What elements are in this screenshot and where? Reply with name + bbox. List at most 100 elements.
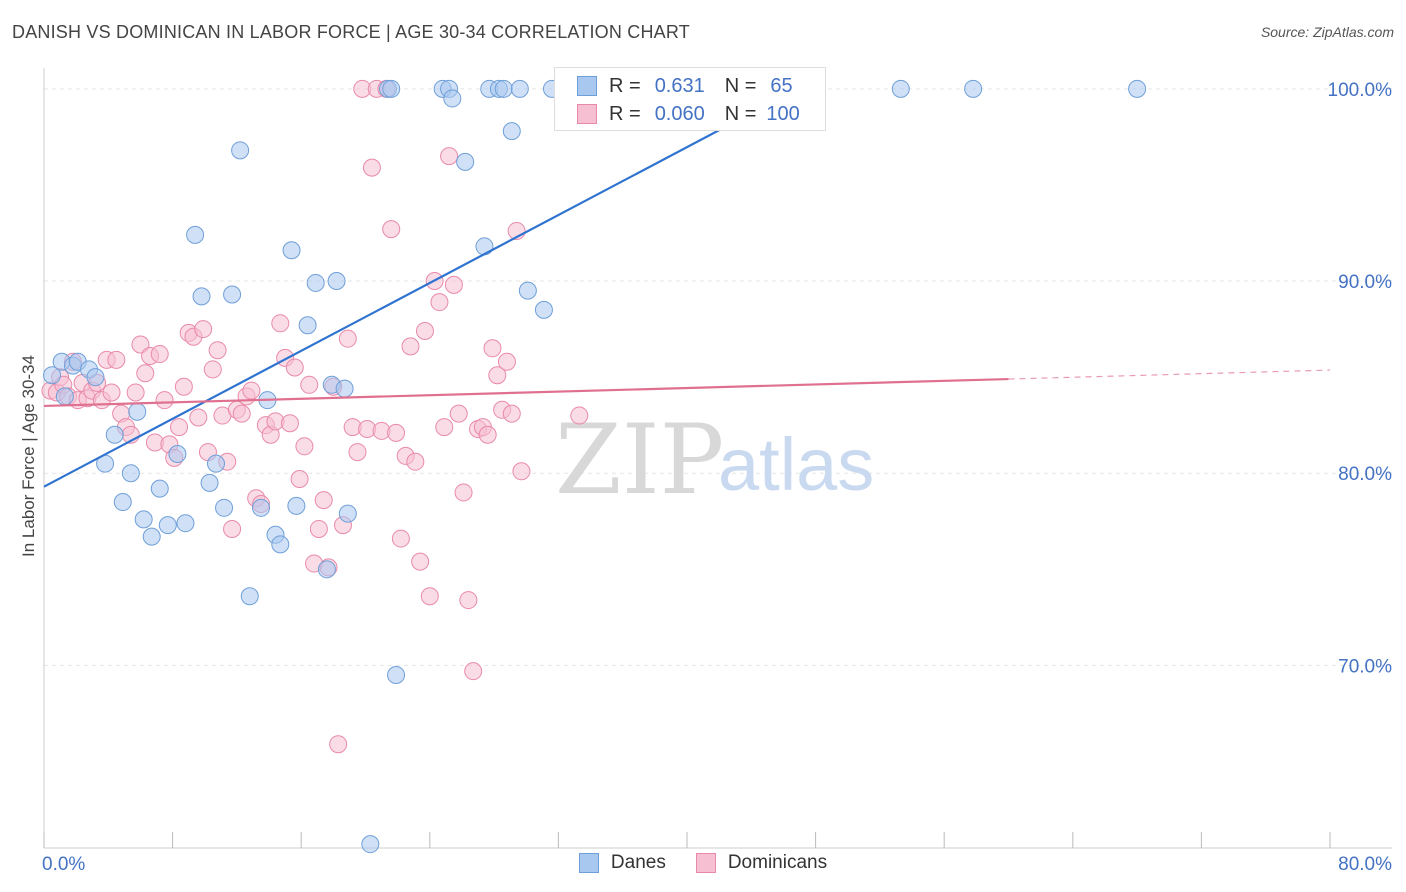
danes-point [387,666,406,685]
dominicans-point [280,414,299,433]
dominicans-legend-swatch [695,853,716,873]
danes-point [361,835,380,854]
dominicans-swatch [577,104,597,124]
dominicans-point [478,425,497,444]
dominicans-point [512,462,531,481]
dominicans-point [391,529,410,548]
dominicans-point [189,408,208,427]
dominicans-point [203,360,222,379]
dominicans-point [497,352,516,371]
danes-point [271,535,290,554]
danes-point [327,272,346,291]
danes-point [231,141,250,160]
y-tick-label: 70.0% [1338,656,1392,677]
danes-legend-label: Danes [610,852,666,873]
danes-point [964,79,983,98]
legend-row-dominicans: R = 0.060 N = 100 [577,100,800,128]
danes-point [287,496,306,515]
danes-point [891,79,910,98]
dominicans-point [223,519,242,538]
dominicans-point [309,519,328,538]
danes-point [128,402,147,421]
axes [43,68,1392,849]
dominicans-point [107,350,126,369]
dominicans-point [338,329,357,348]
danes-point [282,241,301,260]
dominicans-r-value: 0.060 [654,102,705,125]
grid-lines [44,88,1392,666]
source-credit: Source: ZipAtlas.com [1260,24,1394,40]
y-axis-label: In Labor Force | Age 30-34 [19,355,38,557]
correlation-legend: R = 0.631 N = 65 R = 0.060 N = 100 [554,67,826,131]
dominicans-point [348,443,367,462]
dominicans-point [150,345,169,364]
x-tick-label: 80.0% [1338,854,1392,875]
dominicans-point [570,406,589,425]
dominicans-point [290,469,309,488]
danes-point [150,479,169,498]
danes-point [317,560,336,579]
danes-point [1128,79,1147,98]
dominicans-point [232,404,251,423]
dominicans-point [314,491,333,510]
danes-point [55,387,74,406]
dominicans-point [444,275,463,294]
x-tick-label: 0.0% [42,854,85,875]
danes-trendline [43,78,817,488]
danes-point [534,300,553,319]
dominicans-point [406,452,425,471]
dominicans-point [295,437,314,456]
legend-item-danes[interactable]: Danes [578,852,666,874]
danes-point [456,152,475,171]
danes-point [113,493,132,512]
dominicans-trendline-extension [1008,369,1331,380]
dominicans-point [454,483,473,502]
dominicans-point [155,391,174,410]
danes-point [168,445,187,463]
dominicans-point [285,358,304,377]
danes-legend-swatch [578,853,599,873]
watermark: ZIP atlas [555,404,874,516]
y-tick-label: 90.0% [1338,272,1392,293]
danes-point [475,237,494,256]
danes-point [223,285,242,304]
dominicans-point [435,418,454,437]
dominicans-point [430,293,449,312]
dominicans-point [136,364,155,383]
danes-r-label: R = [609,74,641,97]
danes-point [306,273,325,292]
dominicans-point [502,404,521,423]
dominicans-point [382,220,401,239]
dominicans-point [420,587,439,606]
dominicans-point [242,381,261,400]
danes-point [494,79,513,98]
danes-point [43,366,62,385]
danes-point [298,316,317,335]
dominicans-point [411,552,430,571]
danes-point [142,527,161,546]
dominicans-point [464,662,483,681]
dominicans-point [208,341,227,360]
danes-point [186,225,205,244]
danes-point [176,514,195,533]
danes-n-label: N = [724,74,757,97]
danes-point [518,281,537,300]
danes-point [134,510,153,529]
dominicans-r-label: R = [609,102,641,125]
danes-r-value: 0.631 [654,74,705,97]
y-tick-label: 100.0% [1328,80,1393,101]
danes-point [502,122,521,141]
danes-swatch [577,76,597,96]
dominicans-point [459,591,478,610]
y-tick-label: 80.0% [1338,464,1392,485]
dominicans-point [170,418,189,437]
danes-points [43,79,1147,854]
legend-item-dominicans[interactable]: Dominicans [695,852,827,874]
dominicans-point [102,383,121,402]
dominicans-point [300,375,319,394]
dominicans-point [126,383,145,402]
danes-point [158,516,177,535]
dominicans-point [483,339,502,358]
dominicans-point [131,335,150,354]
danes-point [382,79,401,98]
